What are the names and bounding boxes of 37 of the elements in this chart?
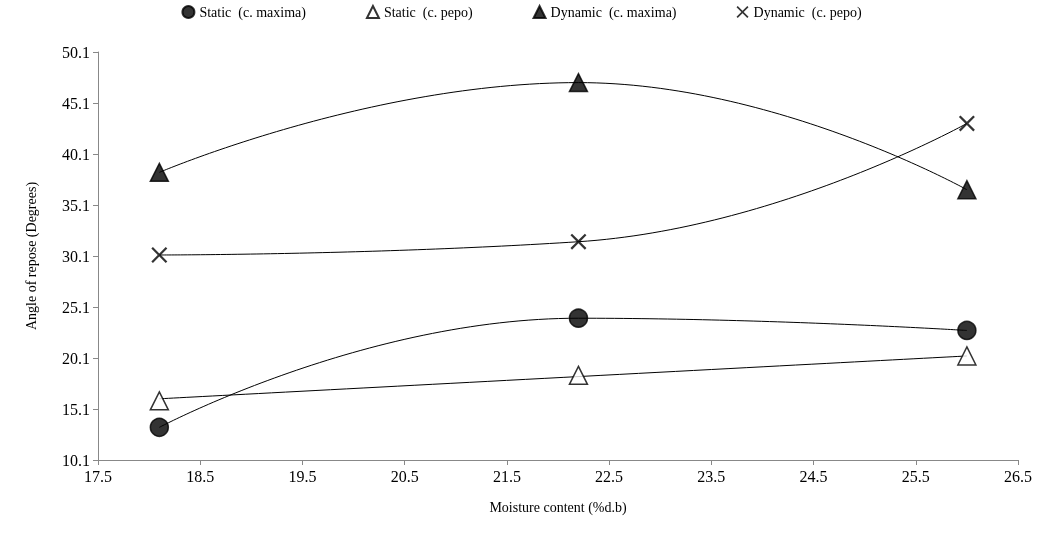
point — [957, 179, 977, 200]
y-tick-label: 40.1 — [62, 145, 90, 163]
y-tick-label: 50.1 — [62, 43, 90, 61]
x-tick-label: 22.5 — [595, 467, 624, 485]
point — [149, 162, 170, 183]
x-tick-label: 17.5 — [84, 467, 112, 485]
x-tick-label: 24.5 — [799, 467, 828, 485]
legend-label: Dynamic (c. pepo) — [753, 4, 862, 21]
point — [568, 365, 589, 386]
x-tick-label: 21.5 — [492, 467, 521, 485]
x-tick-label: 23.5 — [697, 467, 726, 485]
legend-label: Static (c. pepo) — [383, 4, 473, 21]
y-tick-label: 25.1 — [62, 298, 90, 316]
y-tick-label: 20.1 — [62, 349, 90, 367]
point — [151, 246, 168, 263]
x-tick-label: 19.5 — [288, 467, 317, 485]
point — [568, 72, 589, 93]
point — [568, 308, 589, 328]
x-axis-title: Moisture content (%d.b) — [489, 499, 627, 516]
x-tick-label: 25.5 — [901, 467, 930, 485]
x-tick-label: 20.5 — [390, 467, 419, 485]
x-tick-label: 18.5 — [186, 467, 215, 485]
point — [149, 391, 170, 411]
point — [957, 346, 977, 366]
point — [957, 320, 977, 341]
legend-label: Dynamic (c. maxima) — [550, 4, 677, 21]
point — [570, 233, 587, 250]
y-tick-label: 30.1 — [62, 247, 90, 265]
y-tick-label: 15.1 — [62, 400, 90, 418]
legend-label: Static (c. maxima) — [199, 4, 307, 21]
point — [149, 417, 170, 438]
x-tick-label: 26.5 — [1004, 467, 1032, 485]
y-tick-label: 45.1 — [62, 94, 90, 112]
point — [958, 115, 975, 132]
y-tick-label: 10.1 — [62, 451, 90, 469]
y-tick-label: 35.1 — [62, 196, 90, 214]
y-axis-title: Angle of repose (Degrees) — [23, 181, 40, 331]
